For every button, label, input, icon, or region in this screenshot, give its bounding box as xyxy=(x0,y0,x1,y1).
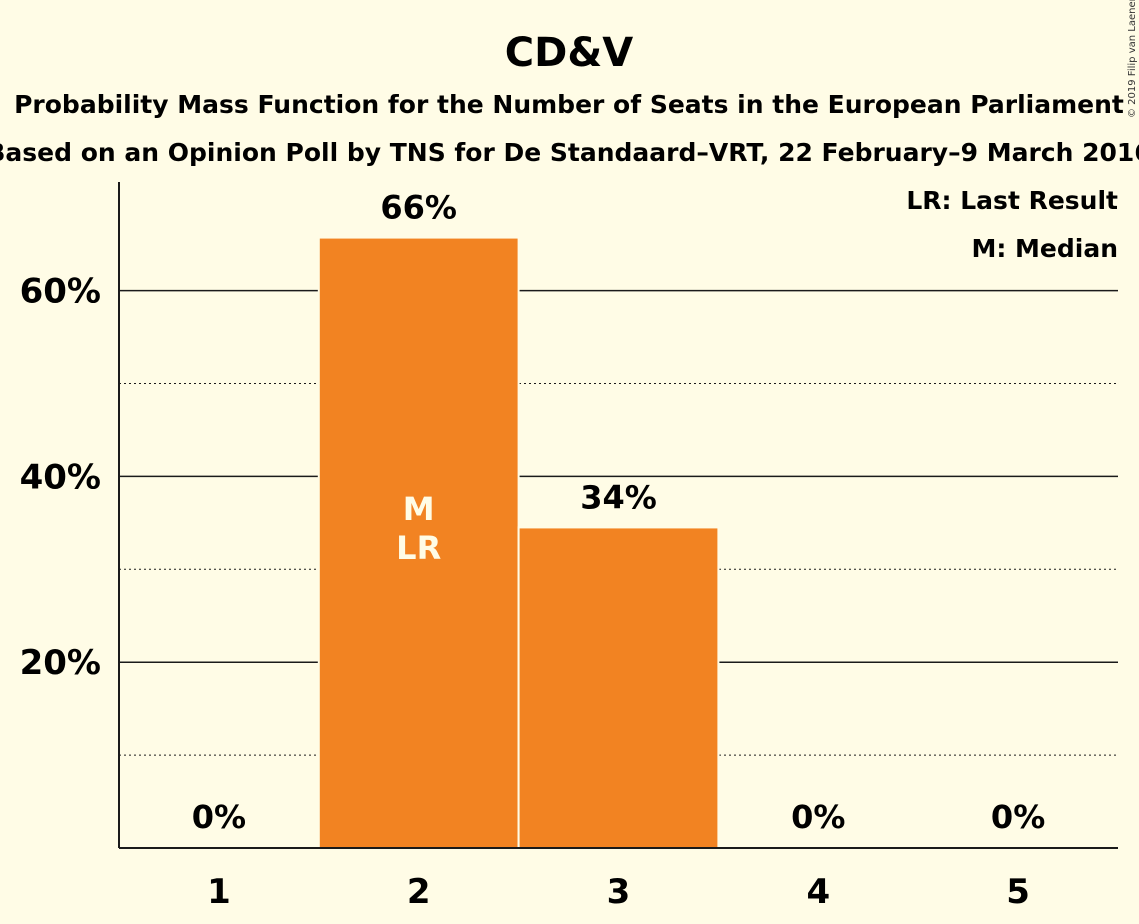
y-tick-label: 60% xyxy=(20,272,101,312)
data-label-seats-2: 66% xyxy=(380,189,457,227)
data-label-seats-4: 0% xyxy=(791,798,845,836)
chart-subtitle-source: Based on an Opinion Poll by TNS for De S… xyxy=(0,138,1139,167)
legend-last-result: LR: Last Result xyxy=(906,186,1118,215)
data-label-seats-5: 0% xyxy=(991,798,1045,836)
x-tick-label: 2 xyxy=(407,872,431,912)
y-tick-label: 20% xyxy=(20,643,101,683)
bar-seats-2 xyxy=(319,238,518,849)
x-tick-label: 5 xyxy=(1006,872,1030,912)
bar-seats-3 xyxy=(519,528,718,848)
data-label-seats-1: 0% xyxy=(192,798,246,836)
chart-subtitle: Probability Mass Function for the Number… xyxy=(14,90,1124,119)
copyright-notice: © 2019 Filip van Laenen xyxy=(1127,0,1138,118)
median-marker: M xyxy=(403,490,435,528)
legend-median: M: Median xyxy=(971,234,1118,263)
y-tick-label: 40% xyxy=(20,457,101,497)
data-label-seats-3: 34% xyxy=(580,478,657,516)
chart-title: CD&V xyxy=(505,30,633,76)
x-tick-label: 4 xyxy=(806,872,830,912)
last-result-marker: LR xyxy=(396,529,441,567)
x-tick-label: 3 xyxy=(607,872,631,912)
x-tick-label: 1 xyxy=(207,872,231,912)
